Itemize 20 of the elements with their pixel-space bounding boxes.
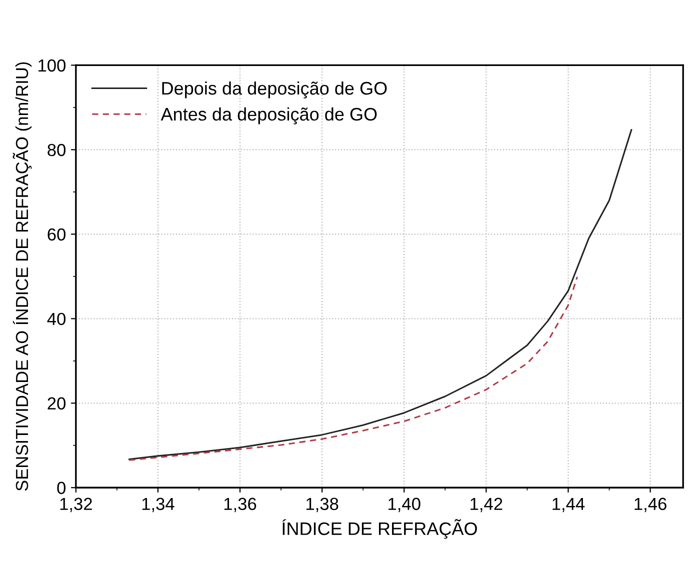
line-series (128, 129, 632, 460)
x-axis-title: ÍNDICE DE REFRAÇÃO (282, 519, 477, 539)
x-tick-label: 1,38 (306, 498, 338, 512)
x-tick-label: 1,46 (634, 498, 666, 512)
line-series (128, 276, 578, 461)
legend-label: Antes da deposição de GO (160, 107, 377, 124)
x-tick-label: 1,44 (552, 498, 585, 512)
y-axis-title: SENSITIVIDADE AO ÍNDICE DE REFRAÇÃO (nm/RIU) (12, 62, 32, 491)
y-tick-label: 0 (57, 482, 66, 494)
x-tick-label: 1,34 (142, 498, 174, 512)
y-tick-label: 80 (48, 144, 66, 156)
y-tick-label: 40 (47, 312, 66, 326)
y-tick-label: 100 (38, 59, 66, 72)
x-tick-label: 1,36 (224, 498, 256, 512)
x-tick-label: 1,40 (388, 498, 420, 512)
x-tick-label: 1,42 (470, 498, 502, 512)
x-tick-label: 1,32 (60, 498, 92, 512)
y-tick-label: 20 (48, 397, 66, 410)
legend-label: Depois da deposição de GO (162, 81, 387, 98)
y-tick-label: 60 (48, 228, 66, 241)
